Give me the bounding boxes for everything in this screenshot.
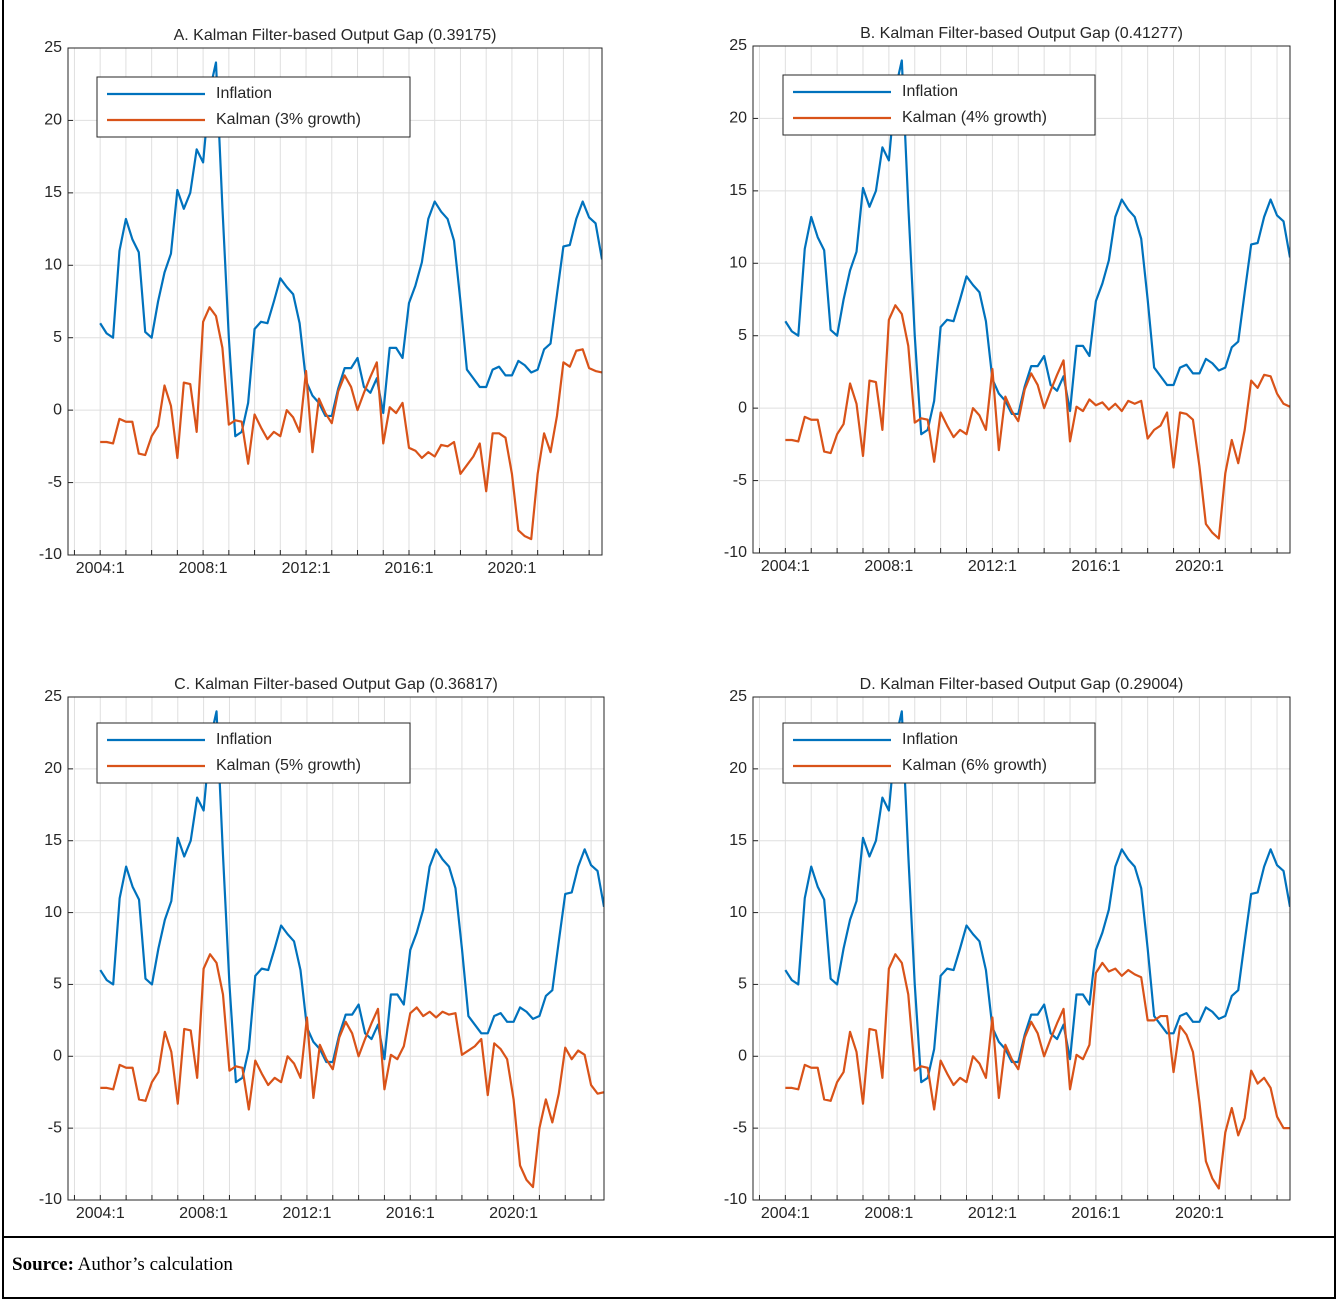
subplot: -10 -5 0 5 10 15 20 25 2004:1 2008:1 2012:1 2016:1 2… <box>724 676 1291 1222</box>
series-line <box>99 710 604 1084</box>
y-tick-label: 10 <box>44 904 62 921</box>
legend-label: Inflation <box>216 731 272 748</box>
x-tick-label: 2020:1 <box>1175 558 1224 575</box>
y-tick-label: 5 <box>738 976 747 993</box>
legend: Inflation Kalman (3% growth) <box>96 76 411 138</box>
y-tick-label: 5 <box>53 329 62 346</box>
y-tick-label: -5 <box>733 1119 747 1136</box>
legend-label: Inflation <box>902 83 958 100</box>
legend-label: Inflation <box>216 85 272 102</box>
y-tick-label: 25 <box>729 688 747 705</box>
y-tick-label: -5 <box>48 474 62 491</box>
y-tick-label: 15 <box>729 182 747 199</box>
y-tick-label: 15 <box>44 184 62 201</box>
legend-label: Kalman (3% growth) <box>216 111 361 128</box>
legend-label: Kalman (5% growth) <box>216 757 361 774</box>
y-tick-label: 20 <box>44 112 62 129</box>
y-tick-label: 0 <box>738 1048 747 1065</box>
x-tick-label: 2008:1 <box>179 1205 228 1222</box>
x-tick-label: 2016:1 <box>385 560 434 577</box>
y-tick-label: 15 <box>729 832 747 849</box>
legend-box <box>782 722 1096 784</box>
y-tick-label: 25 <box>44 688 62 705</box>
series-line <box>99 61 602 438</box>
axes-box <box>67 47 603 556</box>
y-tick-label: -5 <box>48 1119 62 1136</box>
x-tick-label: 2020:1 <box>487 560 536 577</box>
y-tick-label: -10 <box>724 1191 747 1208</box>
y-tick-label: 10 <box>44 257 62 274</box>
y-tick-label: -10 <box>39 1191 62 1208</box>
legend: Inflation Kalman (4% growth) <box>782 74 1096 136</box>
x-tick-label: 2008:1 <box>864 558 913 575</box>
y-tick-label: 0 <box>53 401 62 418</box>
series-line <box>100 306 602 541</box>
axes-box <box>67 696 605 1201</box>
chart-title: C. Kalman Filter-based Output Gap (0.368… <box>174 676 498 693</box>
y-tick-label: 0 <box>738 399 747 416</box>
series-line <box>100 953 604 1189</box>
y-tick-label: 5 <box>53 976 62 993</box>
y-tick-label: 0 <box>53 1048 62 1065</box>
series-line <box>785 953 1290 1190</box>
series-line <box>784 59 1290 436</box>
y-tick-label: 20 <box>729 110 747 127</box>
legend-label: Kalman (6% growth) <box>902 757 1047 774</box>
x-tick-label: 2020:1 <box>489 1205 538 1222</box>
y-tick-label: 25 <box>44 39 62 56</box>
legend-label: Inflation <box>902 731 958 748</box>
axes-box <box>752 696 1291 1201</box>
source-note: Source: Author’s calculation <box>12 1254 233 1276</box>
legend-box <box>96 76 411 138</box>
y-tick-label: -10 <box>724 544 747 561</box>
x-tick-label: 2012:1 <box>282 560 331 577</box>
x-tick-label: 2012:1 <box>968 1205 1017 1222</box>
y-tick-label: 5 <box>738 327 747 344</box>
source-text: Author’s calculation <box>77 1254 233 1275</box>
x-tick-label: 2016:1 <box>1071 1205 1120 1222</box>
legend-label: Kalman (4% growth) <box>902 109 1047 126</box>
x-tick-label: 2004:1 <box>761 1205 810 1222</box>
x-tick-label: 2004:1 <box>76 1205 125 1222</box>
series-line <box>784 710 1290 1084</box>
legend: Inflation Kalman (6% growth) <box>782 722 1096 784</box>
y-tick-label: 20 <box>44 760 62 777</box>
chart-title: B. Kalman Filter-based Output Gap (0.412… <box>860 25 1183 42</box>
x-tick-label: 2012:1 <box>968 558 1017 575</box>
legend: Inflation Kalman (5% growth) <box>96 722 411 784</box>
x-tick-label: 2016:1 <box>386 1205 435 1222</box>
y-tick-label: -10 <box>39 546 62 563</box>
y-tick-label: 15 <box>44 832 62 849</box>
subplot: -10 -5 0 5 10 15 20 25 2004:1 2008:1 2012:1 2016:1 2… <box>724 25 1291 575</box>
legend-box <box>782 74 1096 136</box>
x-tick-label: 2008:1 <box>864 1205 913 1222</box>
chart-title: A. Kalman Filter-based Output Gap (0.391… <box>174 27 497 44</box>
x-tick-label: 2016:1 <box>1071 558 1120 575</box>
legend-box <box>96 722 411 784</box>
x-tick-label: 2004:1 <box>761 558 810 575</box>
y-tick-label: 10 <box>729 904 747 921</box>
axes-box <box>752 45 1291 554</box>
source-label: Source: <box>12 1254 74 1275</box>
chart-title: D. Kalman Filter-based Output Gap (0.290… <box>860 676 1184 693</box>
subplot: -10 -5 0 5 10 15 20 25 2004:1 2008:1 2012:1 2016:1 2… <box>39 27 603 577</box>
y-tick-label: -5 <box>733 472 747 489</box>
subplot: -10 -5 0 5 10 15 20 25 2004:1 2008:1 2012:1 2016:1 2… <box>39 676 605 1222</box>
x-tick-label: 2004:1 <box>76 560 125 577</box>
x-tick-label: 2008:1 <box>179 560 228 577</box>
x-tick-label: 2012:1 <box>282 1205 331 1222</box>
series-line <box>785 304 1290 540</box>
y-tick-label: 10 <box>729 255 747 272</box>
y-tick-label: 20 <box>729 760 747 777</box>
y-tick-label: 25 <box>729 37 747 54</box>
x-tick-label: 2020:1 <box>1175 1205 1224 1222</box>
